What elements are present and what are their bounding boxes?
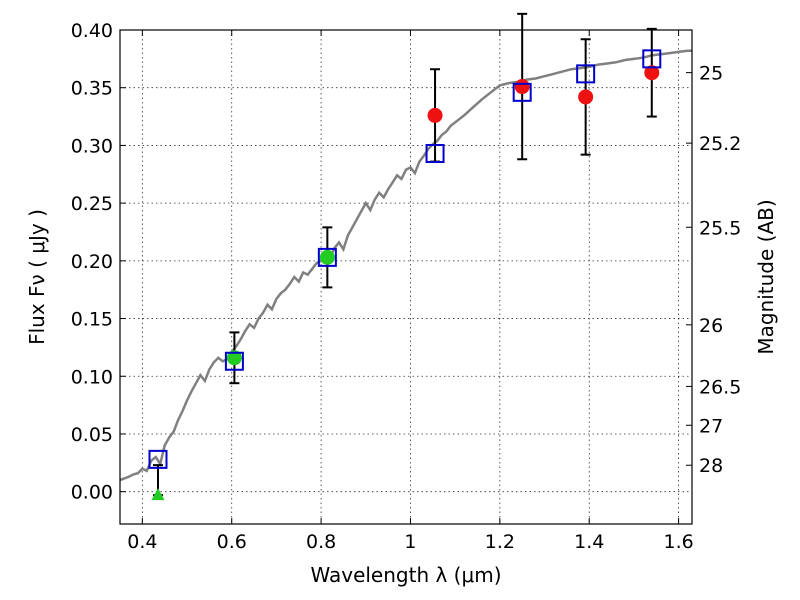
y-tick-label: 0.20: [71, 251, 113, 273]
model-point: [642, 49, 662, 69]
right-tick-label: 28: [699, 455, 723, 477]
limit-point: [151, 488, 165, 501]
x-tick-label: 0.6: [217, 531, 247, 553]
data-point: [514, 79, 530, 95]
model-point: [224, 351, 244, 371]
model-point: [425, 144, 445, 163]
data-point: [226, 350, 242, 366]
right-tick-label: 25: [699, 63, 723, 85]
model-point: [148, 449, 168, 469]
model-spectrum-line: [119, 49, 692, 482]
y-tick-label: 0.05: [71, 424, 113, 446]
x-tick-label: 0.4: [127, 531, 157, 553]
grid-layer: [120, 29, 692, 524]
y-tick-label: 0.10: [71, 366, 113, 388]
right-tick-label: 26.5: [699, 376, 741, 398]
y-tick-label: 0.40: [71, 20, 113, 42]
data-point: [427, 107, 443, 123]
x-tick-label: 1: [404, 531, 416, 553]
y-tick-label: 0.30: [71, 135, 113, 157]
model-point: [576, 64, 596, 84]
y-tick-label: 0.00: [71, 482, 113, 504]
y-tick-label: 0.15: [71, 309, 113, 331]
right-axis-label: Magnitude (AB): [754, 199, 778, 354]
right-tick-label: 27: [699, 415, 723, 437]
model-point: [512, 82, 532, 102]
data-point: [578, 89, 594, 105]
x-tick-label: 1.4: [574, 531, 604, 553]
data-point: [319, 249, 335, 265]
x-tick-label: 0.8: [306, 531, 336, 553]
plot-frame: [119, 29, 693, 525]
x-axis-label: Wavelength λ (μm): [310, 563, 501, 587]
right-tick-label: 25.2: [699, 133, 741, 155]
ticks-layer: 0.4 0.6 0.8 1 1.2 1.4 1.6 0.00 0.05 0.10 0.15 0.20 0…: [71, 20, 742, 553]
right-tick-label: 25.5: [699, 217, 741, 239]
x-tick-label: 1.6: [663, 531, 693, 553]
data-point: [644, 65, 660, 81]
y-tick-label: 0.25: [71, 193, 113, 215]
model-point: [317, 247, 337, 267]
y-axis-label: Flux Fν ( μJy ): [25, 209, 49, 345]
x-tick-label: 1.2: [485, 531, 515, 553]
right-tick-label: 26: [699, 315, 723, 337]
marks-layer: [148, 12, 662, 501]
y-tick-label: 0.35: [71, 78, 113, 100]
